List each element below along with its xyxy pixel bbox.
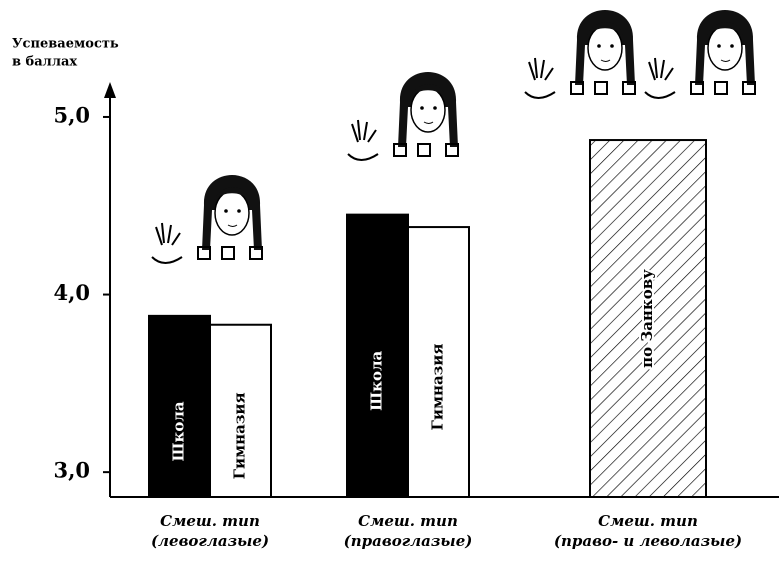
x-tick-label: Смеш. тип [358,512,458,530]
chart: Успеваемость в баллах 3,0 4,0 5,0 Смеш. тип… [0,0,779,562]
bar-label: Гимназия [231,392,249,479]
y-axis-label: Успеваемость [12,37,119,52]
bar-label: по Занкову [638,269,656,368]
x-tick-label: Смеш. тип [598,512,698,530]
bar-label: Гимназия [429,344,447,431]
x-tick-label: (правоглазые) [344,532,473,550]
y-tick-label: 3,0 [53,458,90,483]
y-tick-label: 4,0 [53,280,90,305]
y-tick-label: 5,0 [53,102,90,127]
x-tick-label: Смеш. тип [160,512,260,530]
bar-label: Школа [170,401,188,461]
bar-label: Школа [368,350,386,410]
x-tick-label: (левоглазые) [151,532,269,550]
x-tick-label: (право- и леволазые) [554,532,742,550]
y-axis-label: в баллах [12,55,77,70]
axis-arrow [104,82,116,98]
